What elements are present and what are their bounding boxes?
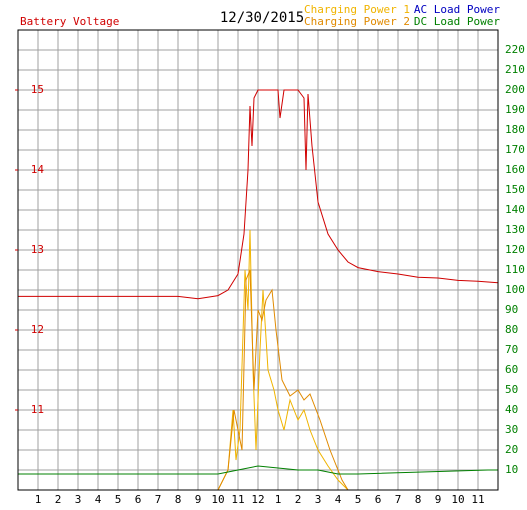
- y-tick-label: 12: [31, 323, 44, 336]
- x-tick-label: 10: [451, 493, 464, 506]
- y-tick-label: 11: [31, 403, 44, 416]
- plot-frame: [17, 29, 499, 491]
- x-tick-label: 6: [375, 493, 382, 506]
- y2-tick-label: 90: [505, 303, 518, 316]
- x-tick-label: 4: [335, 493, 342, 506]
- x-tick-label: 8: [175, 493, 182, 506]
- x-tick-label: 7: [395, 493, 402, 506]
- y2-tick-label: 130: [505, 223, 525, 236]
- y-tick-label: 15: [31, 83, 44, 96]
- x-tick-label: 11: [471, 493, 484, 506]
- series-line: [18, 229, 498, 491]
- y2-tick-label: 140: [505, 203, 525, 216]
- x-tick-label: 1: [35, 493, 42, 506]
- y2-tick-label: 10: [505, 463, 518, 476]
- series-line: [18, 89, 499, 300]
- x-tick-label: 9: [435, 493, 442, 506]
- x-tick-label: 9: [195, 493, 202, 506]
- y2-tick-label: 180: [505, 123, 525, 136]
- y2-tick-label: 160: [505, 163, 525, 176]
- y2-tick-label: 190: [505, 103, 525, 116]
- y-tick-label: 13: [31, 243, 44, 256]
- y2-tick-label: 200: [505, 83, 525, 96]
- series-line: [18, 269, 498, 491]
- y-axis-title: Battery Voltage: [20, 15, 119, 28]
- y2-tick-label: 150: [505, 183, 525, 196]
- series-line: [18, 465, 498, 475]
- y2-tick-label: 80: [505, 323, 518, 336]
- y-tick-label: 14: [31, 163, 45, 176]
- x-tick-label: 6: [135, 493, 142, 506]
- x-tick-label: 2: [55, 493, 62, 506]
- x-tick-label: 3: [75, 493, 82, 506]
- y2-tick-label: 60: [505, 363, 518, 376]
- x-tick-label: 2: [295, 493, 302, 506]
- y2-tick-label: 170: [505, 143, 525, 156]
- x-tick-label: 5: [355, 493, 362, 506]
- x-tick-label: 1: [275, 493, 282, 506]
- x-tick-label: 7: [155, 493, 162, 506]
- y2-tick-label: 70: [505, 343, 518, 356]
- legend-label: Charging Power 1: [304, 3, 410, 16]
- y2-tick-label: 100: [505, 283, 525, 296]
- y2-tick-label: 40: [505, 403, 518, 416]
- x-tick-label: 12: [251, 493, 264, 506]
- x-tick-label: 3: [315, 493, 322, 506]
- x-tick-label: 10: [211, 493, 224, 506]
- y2-tick-label: 20: [505, 443, 518, 456]
- legend-label: DC Load Power: [414, 15, 500, 28]
- legend-label: AC Load Power: [414, 3, 500, 16]
- chart-title: 12/30/2015: [220, 10, 304, 26]
- x-tick-label: 5: [115, 493, 122, 506]
- y2-tick-label: 110: [505, 263, 525, 276]
- x-tick-label: 11: [231, 493, 244, 506]
- plot: [18, 30, 499, 491]
- x-tick-label: 8: [415, 493, 422, 506]
- y2-tick-label: 120: [505, 243, 525, 256]
- y2-tick-label: 30: [505, 423, 518, 436]
- x-tick-label: 4: [95, 493, 102, 506]
- y2-tick-label: 210: [505, 63, 525, 76]
- legend-label: Charging Power 2: [304, 15, 410, 28]
- y2-tick-label: 220: [505, 43, 525, 56]
- y2-tick-label: 50: [505, 383, 518, 396]
